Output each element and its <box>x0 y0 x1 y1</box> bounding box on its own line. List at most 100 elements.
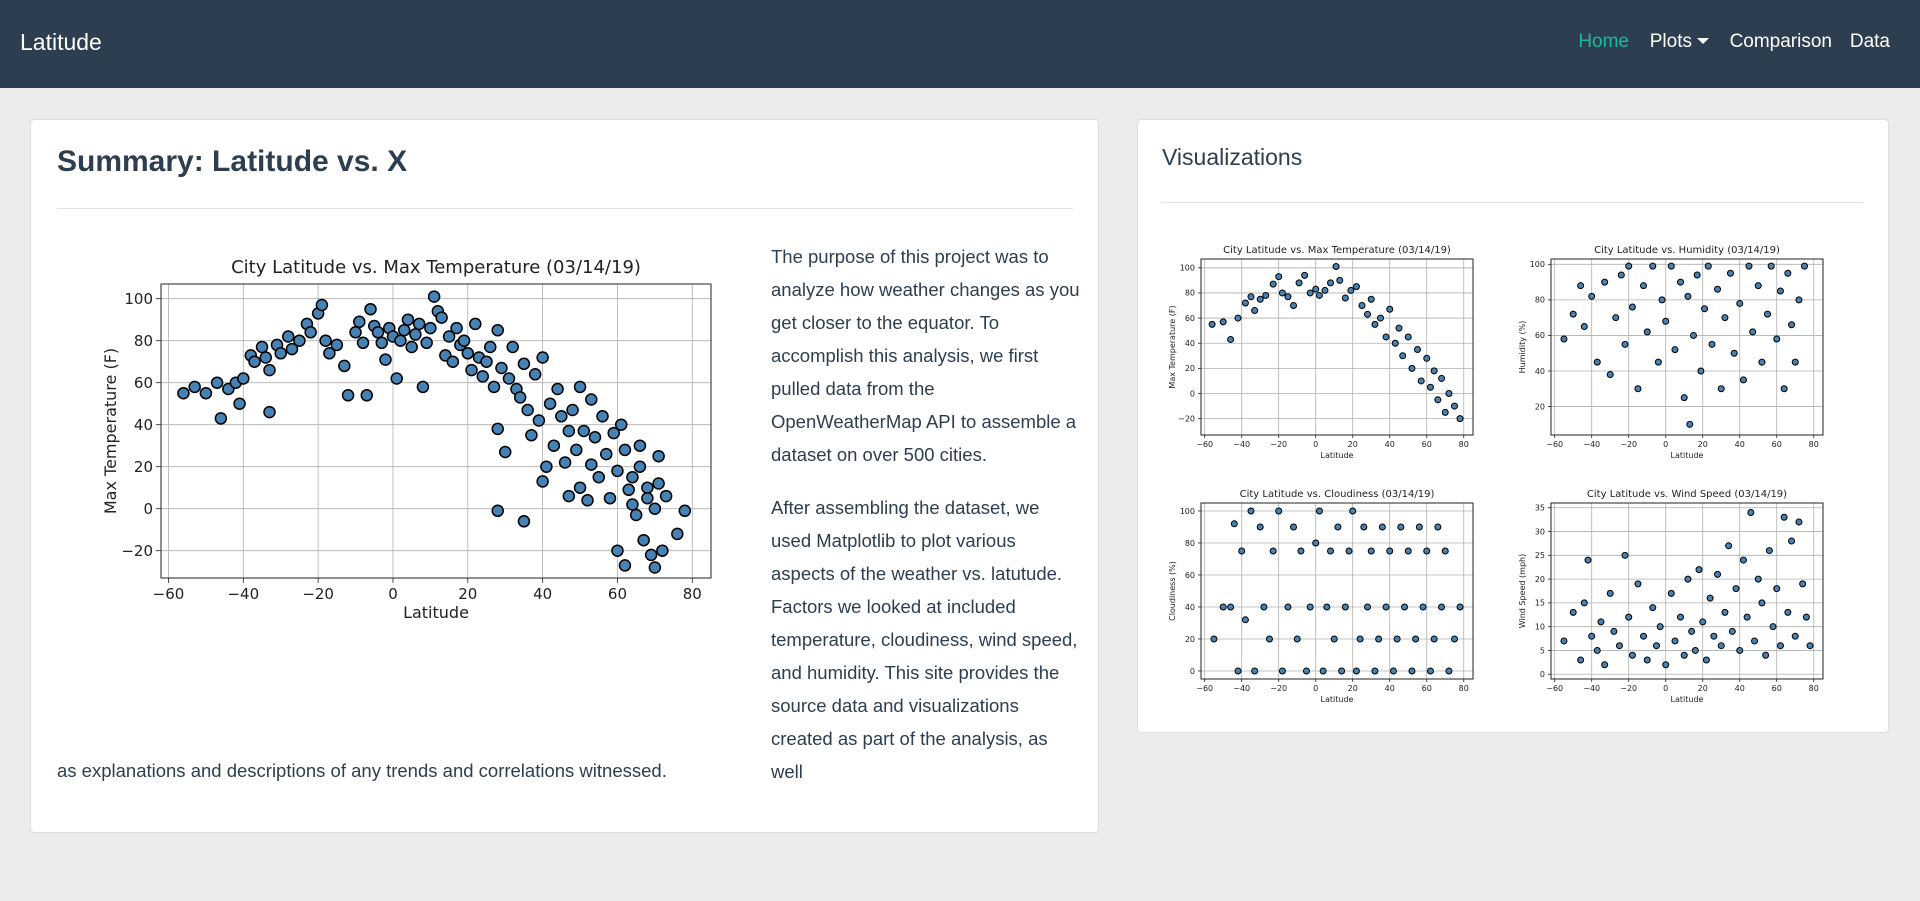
scatter-point <box>1330 635 1338 643</box>
scatter-point <box>1426 667 1434 675</box>
divider <box>57 208 1073 209</box>
scatter-point <box>562 424 576 438</box>
scatter-point <box>1577 282 1585 290</box>
nav-home-link[interactable]: Home <box>1578 31 1629 52</box>
scatter-point <box>1275 507 1283 515</box>
scatter-point <box>1754 282 1762 290</box>
scatter-point <box>1560 637 1568 645</box>
scatter-point <box>356 336 370 350</box>
scatter-point <box>1714 285 1722 293</box>
scatter-point <box>214 412 228 425</box>
scatter-point <box>353 315 366 329</box>
nav-data-link[interactable]: Data <box>1849 31 1890 52</box>
x-tick-label: −60 <box>1196 684 1213 693</box>
scatter-point <box>341 389 355 402</box>
scatter-point <box>1726 269 1734 277</box>
x-tick-label: 20 <box>458 585 477 603</box>
scatter-point <box>1219 603 1227 611</box>
y-tick-label: 100 <box>1180 507 1195 516</box>
scatter-point <box>1389 667 1397 675</box>
scatter-point <box>1643 328 1651 336</box>
scatter-point <box>1349 507 1357 515</box>
scatter-point <box>1601 278 1609 286</box>
x-axis-label: Latitude <box>1671 451 1704 460</box>
scatter-point <box>1695 566 1703 574</box>
scatter-point <box>442 330 456 343</box>
scatter-point <box>1284 293 1292 301</box>
scatter-point <box>1247 507 1255 515</box>
plot-frame <box>160 283 712 579</box>
scatter-point <box>1352 283 1360 291</box>
scatter-point <box>1423 547 1431 555</box>
scatter-point <box>427 290 441 303</box>
scatter-point <box>1769 623 1777 631</box>
scatter-point <box>1315 507 1323 515</box>
scatter-point <box>409 328 422 341</box>
scatter-point <box>1649 262 1657 270</box>
scatter-point <box>237 372 250 385</box>
scatter-point <box>1306 603 1314 611</box>
scatter-point <box>1680 394 1688 402</box>
scatter-point <box>678 504 692 518</box>
scatter-point <box>1367 547 1375 555</box>
scatter-point <box>484 340 497 354</box>
y-tick-label: 40 <box>134 416 153 434</box>
scatter-point <box>1714 570 1722 578</box>
scatter-point <box>405 340 418 354</box>
scatter-point <box>371 326 385 339</box>
scatter-point <box>1776 642 1784 650</box>
scatter-point <box>1358 302 1366 310</box>
scatter-point <box>1456 603 1464 611</box>
thumb-cloudiness-chart[interactable]: City Latitude vs. Cloudiness (03/14/19) −… <box>1150 482 1490 706</box>
scatter-point <box>394 334 407 347</box>
scatter-point <box>1640 632 1648 640</box>
scatter-point <box>450 321 463 335</box>
nav-plots-dropdown[interactable]: Plots <box>1650 31 1709 53</box>
y-tick-label: 80 <box>134 332 153 350</box>
scatter-point <box>573 481 587 494</box>
scatter-point <box>1606 589 1614 597</box>
y-tick-label: 40 <box>1185 339 1195 348</box>
scatter-point <box>1382 603 1390 611</box>
x-tick-label: −60 <box>1196 440 1213 449</box>
scatter-point <box>633 439 647 452</box>
scatter-point <box>1671 637 1679 645</box>
scatter-point <box>532 414 546 427</box>
thumb-wind-speed-chart[interactable]: City Latitude vs. Wind Speed (03/14/19) −… <box>1500 482 1840 706</box>
plot-frame <box>1550 502 1824 680</box>
x-tick-label: 20 <box>1348 684 1358 693</box>
scatter-point <box>1210 635 1218 643</box>
x-tick-label: −60 <box>153 585 185 603</box>
scatter-point <box>1336 276 1344 284</box>
scatter-point <box>1256 523 1264 531</box>
scatter-point <box>1295 279 1303 287</box>
y-tick-label: −20 <box>121 542 153 560</box>
scatter-point <box>1450 402 1458 410</box>
scatter-point <box>1658 296 1666 304</box>
x-tick-label: −20 <box>302 585 334 603</box>
brand-link[interactable]: Latitude <box>20 29 102 55</box>
y-tick-label: 0 <box>1190 667 1195 676</box>
x-tick-label: 60 <box>608 585 627 603</box>
thumb-humidity-chart[interactable]: City Latitude vs. Humidity (03/14/19) −60… <box>1500 238 1840 462</box>
scatter-point <box>1736 646 1744 654</box>
scatter-point <box>1269 547 1277 555</box>
y-tick-label: −20 <box>1178 414 1195 423</box>
scatter-point <box>498 445 512 459</box>
scatter-point <box>1290 523 1298 531</box>
scatter-point <box>1323 603 1331 611</box>
scatter-point <box>1445 667 1453 675</box>
thumb-max-temperature-chart[interactable]: City Latitude vs. Max Temperature (03/14… <box>1150 238 1490 462</box>
scatter-point <box>1747 509 1755 517</box>
scatter-point <box>1667 589 1675 597</box>
scatter-point <box>1643 656 1651 664</box>
scatter-point <box>585 393 598 406</box>
scatter-point <box>1408 667 1416 675</box>
scatter-point <box>1341 603 1349 611</box>
scatter-point <box>1706 594 1714 602</box>
scatter-point <box>1606 371 1614 379</box>
nav-comparison-link[interactable]: Comparison <box>1729 31 1832 52</box>
plot-frame <box>1200 502 1474 680</box>
scatter-point <box>1345 547 1353 555</box>
scatter-point <box>1728 627 1736 635</box>
